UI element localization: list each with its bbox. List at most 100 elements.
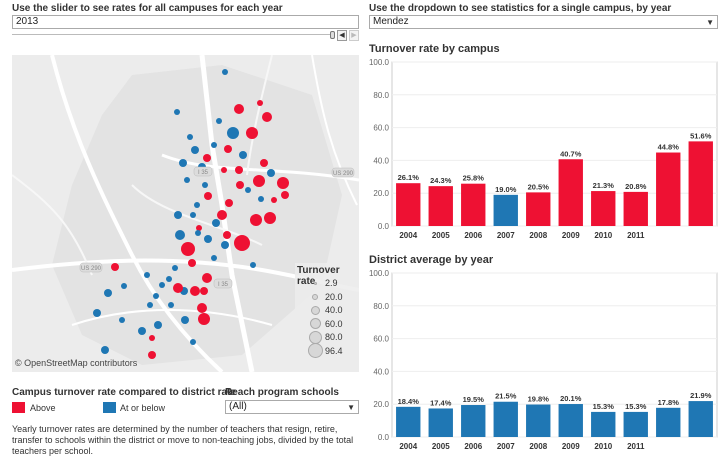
campus-marker[interactable] bbox=[212, 219, 220, 227]
campus-marker[interactable] bbox=[190, 286, 200, 296]
campus-marker[interactable] bbox=[190, 339, 196, 345]
campus-marker[interactable] bbox=[211, 255, 217, 261]
bar[interactable] bbox=[493, 194, 518, 226]
year-field[interactable]: 2013 bbox=[12, 15, 359, 29]
campus-marker[interactable] bbox=[196, 225, 202, 231]
campus-marker[interactable] bbox=[236, 181, 244, 189]
map-canvas[interactable]: US 290 US 290 I 35 I 35 bbox=[12, 55, 359, 372]
campus-marker[interactable] bbox=[246, 127, 258, 139]
campus-marker[interactable] bbox=[234, 104, 244, 114]
campus-marker[interactable] bbox=[190, 212, 196, 218]
campus-marker[interactable] bbox=[166, 276, 172, 282]
campus-marker[interactable] bbox=[257, 100, 263, 106]
bar[interactable] bbox=[656, 407, 681, 437]
bar[interactable] bbox=[656, 152, 681, 226]
campus-marker[interactable] bbox=[101, 346, 109, 354]
slider-next-button[interactable]: ▶ bbox=[349, 30, 359, 41]
campus-marker[interactable] bbox=[172, 265, 178, 271]
campus-marker[interactable] bbox=[245, 187, 251, 193]
bar[interactable] bbox=[591, 411, 616, 437]
campus-marker[interactable] bbox=[194, 202, 200, 208]
campus-map[interactable]: US 290 US 290 I 35 I 35 Turnover rate 2.… bbox=[12, 55, 359, 372]
campus-marker[interactable] bbox=[175, 230, 185, 240]
campus-marker[interactable] bbox=[138, 327, 146, 335]
campus-marker[interactable] bbox=[250, 214, 262, 226]
campus-marker[interactable] bbox=[181, 242, 195, 256]
bar[interactable] bbox=[623, 411, 648, 437]
campus-marker[interactable] bbox=[217, 210, 227, 220]
reach-dropdown[interactable]: (All) ▼ bbox=[225, 400, 359, 414]
campus-marker[interactable] bbox=[111, 263, 119, 271]
campus-marker[interactable] bbox=[204, 235, 212, 243]
campus-marker[interactable] bbox=[154, 321, 162, 329]
campus-marker[interactable] bbox=[267, 169, 275, 177]
campus-marker[interactable] bbox=[147, 302, 153, 308]
bar[interactable] bbox=[461, 183, 486, 226]
campus-marker[interactable] bbox=[181, 316, 189, 324]
campus-marker[interactable] bbox=[271, 197, 277, 203]
campus-marker[interactable] bbox=[179, 159, 187, 167]
bar[interactable] bbox=[461, 405, 486, 437]
campus-marker[interactable] bbox=[211, 142, 217, 148]
above-swatch[interactable] bbox=[12, 402, 25, 413]
campus-marker[interactable] bbox=[250, 262, 256, 268]
campus-dropdown[interactable]: Mendez ▼ bbox=[369, 15, 718, 29]
slider-thumb[interactable] bbox=[330, 31, 335, 39]
bar[interactable] bbox=[396, 183, 421, 226]
district-average-chart[interactable]: 0.0 20.0 40.0 60.0 80.0 100.0 18.4% 2004 17.4% 20… bbox=[365, 265, 720, 460]
campus-marker[interactable] bbox=[198, 313, 210, 325]
campus-marker[interactable] bbox=[168, 302, 174, 308]
campus-marker[interactable] bbox=[203, 154, 211, 162]
bar[interactable] bbox=[526, 404, 551, 437]
campus-marker[interactable] bbox=[173, 283, 183, 293]
campus-marker[interactable] bbox=[262, 112, 272, 122]
bar[interactable] bbox=[623, 191, 648, 226]
campus-marker[interactable] bbox=[216, 118, 222, 124]
campus-marker[interactable] bbox=[195, 230, 201, 236]
campus-marker[interactable] bbox=[188, 259, 196, 267]
campus-marker[interactable] bbox=[191, 146, 199, 154]
campus-marker[interactable] bbox=[258, 196, 264, 202]
campus-marker[interactable] bbox=[148, 351, 156, 359]
campus-marker[interactable] bbox=[174, 211, 182, 219]
campus-marker[interactable] bbox=[224, 145, 232, 153]
campus-marker[interactable] bbox=[159, 282, 165, 288]
campus-marker[interactable] bbox=[281, 191, 289, 199]
campus-marker[interactable] bbox=[225, 199, 233, 207]
campus-marker[interactable] bbox=[221, 241, 229, 249]
slider-prev-button[interactable]: ◀ bbox=[337, 30, 347, 41]
campus-marker[interactable] bbox=[144, 272, 150, 278]
campus-marker[interactable] bbox=[202, 182, 208, 188]
campus-marker[interactable] bbox=[104, 289, 112, 297]
bar[interactable] bbox=[428, 408, 453, 437]
campus-marker[interactable] bbox=[222, 69, 228, 75]
campus-marker[interactable] bbox=[93, 309, 101, 317]
bar[interactable] bbox=[591, 191, 616, 226]
bar[interactable] bbox=[396, 406, 421, 437]
bar[interactable] bbox=[558, 404, 583, 437]
campus-marker[interactable] bbox=[221, 167, 227, 173]
campus-marker[interactable] bbox=[153, 293, 159, 299]
campus-marker[interactable] bbox=[260, 159, 268, 167]
campus-marker[interactable] bbox=[121, 283, 127, 289]
campus-marker[interactable] bbox=[253, 175, 265, 187]
bar[interactable] bbox=[526, 192, 551, 226]
year-slider[interactable] bbox=[12, 31, 335, 39]
campus-marker[interactable] bbox=[184, 177, 190, 183]
campus-marker[interactable] bbox=[264, 212, 276, 224]
campus-marker[interactable] bbox=[200, 287, 208, 295]
campus-marker[interactable] bbox=[197, 303, 207, 313]
campus-marker[interactable] bbox=[223, 231, 231, 239]
campus-marker[interactable] bbox=[202, 273, 212, 283]
campus-marker[interactable] bbox=[239, 151, 247, 159]
campus-marker[interactable] bbox=[234, 235, 250, 251]
campus-marker[interactable] bbox=[235, 166, 243, 174]
bar[interactable] bbox=[428, 186, 453, 226]
bar[interactable] bbox=[688, 141, 713, 226]
campus-marker[interactable] bbox=[187, 134, 193, 140]
below-swatch[interactable] bbox=[103, 402, 116, 413]
campus-marker[interactable] bbox=[204, 192, 212, 200]
campus-turnover-chart[interactable]: 0.0 20.0 40.0 60.0 80.0 100.0 26.1% 2004 24.3% 20… bbox=[365, 54, 720, 249]
bar[interactable] bbox=[493, 401, 518, 437]
campus-marker[interactable] bbox=[174, 109, 180, 115]
